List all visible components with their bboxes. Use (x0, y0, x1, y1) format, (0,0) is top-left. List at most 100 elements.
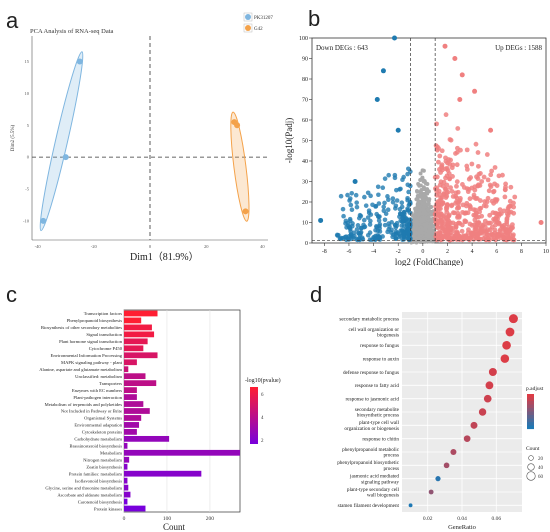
down-point (404, 222, 410, 228)
y-tick-label: 90 (302, 57, 308, 63)
category-label: Unclassified: metabolism (75, 374, 122, 379)
up-point (450, 210, 456, 216)
up-point (447, 161, 453, 167)
chart-a: PCA Analysis of RNA-seq Data -40 -20 0 20 40 -… (11, 12, 273, 263)
category-label: Brassinosteroid biosynthesis (70, 444, 123, 449)
up-point (538, 220, 544, 225)
category-label: Carotenoid biosynthesis (78, 499, 122, 504)
data-point (76, 58, 83, 65)
bar (124, 324, 152, 331)
down-point (397, 206, 403, 212)
up-point (485, 177, 491, 183)
up-point (469, 223, 475, 228)
down-point (407, 210, 413, 216)
chart-d: secondary metabolic process cell wall org… (337, 312, 544, 531)
legend-size-label: 40 (538, 466, 544, 471)
up-point (487, 212, 493, 218)
x-tick-label: 10 (543, 249, 549, 255)
up-point (496, 233, 502, 238)
ns-point (423, 198, 428, 203)
x-tick-label: 8 (520, 249, 523, 255)
ns-point (419, 207, 424, 212)
category-label: Glycine, serine and threonine metabolism (45, 485, 122, 491)
color-scale-segment (527, 415, 534, 419)
down-point (375, 214, 381, 219)
up-point (439, 148, 445, 154)
term-label: response to chitin (362, 436, 399, 442)
bar (124, 449, 240, 456)
ns-point (429, 236, 434, 241)
category-label: Environmental adaptation (74, 423, 122, 428)
up-point (463, 219, 469, 225)
legend-tick-label: 6 (261, 393, 264, 398)
term-dot (435, 476, 441, 482)
up-point (444, 202, 450, 207)
up-point (441, 179, 447, 185)
up-point (445, 213, 451, 219)
up-point (486, 220, 492, 226)
ns-point (421, 178, 426, 183)
up-point (454, 162, 460, 168)
y-tick-label: 70 (302, 98, 308, 104)
bar (124, 401, 144, 407)
term-label: phenylpropanoid metabolic (342, 447, 400, 453)
up-point (459, 72, 465, 78)
panel-a: a PCA Analysis of RNA-seq Data -40 -20 0 20 4… (0, 0, 280, 266)
down-point (390, 199, 396, 205)
category-label: Environmental Information Processing (51, 353, 123, 358)
panel-label-a: a (6, 8, 19, 33)
term-label: response to jasmonic acid (346, 396, 400, 402)
legend-marker (245, 14, 251, 20)
down-point (390, 196, 396, 201)
legend-size-title: Count (526, 446, 540, 452)
down-point (388, 230, 394, 235)
y-tick-label: 80 (302, 77, 308, 83)
category-label: Carbohydrate metabolism (74, 437, 122, 442)
down-count-label: Down DEGs : 643 (316, 44, 368, 52)
up-point (509, 225, 514, 231)
x-tick-label: -40 (35, 244, 42, 249)
down-point (354, 227, 360, 232)
up-point (438, 237, 444, 243)
term-label: secondary metabolic process (339, 316, 399, 322)
up-point (476, 231, 481, 237)
down-point (386, 221, 391, 226)
data-point (242, 208, 249, 215)
y-tick-label: 10 (25, 91, 30, 96)
up-point (448, 185, 453, 191)
color-scale-segment (527, 408, 534, 412)
term-dot (450, 448, 457, 456)
down-point (365, 215, 371, 220)
down-point (407, 230, 413, 236)
ns-point (416, 193, 421, 198)
up-point (454, 179, 460, 185)
up-point (460, 202, 466, 208)
x-tick-label: 2 (446, 249, 449, 255)
legend-tick-label: 2 (261, 439, 264, 444)
up-point (449, 189, 455, 194)
term-dot (505, 327, 515, 337)
up-point (466, 176, 472, 182)
y-tick-label: -5 (25, 187, 29, 192)
up-point (475, 236, 480, 242)
up-point (437, 191, 442, 197)
ns-point (428, 211, 433, 216)
up-point (455, 126, 461, 131)
ns-point (427, 234, 432, 239)
category-label: Biosynthesis of other secondary metaboli… (41, 325, 122, 330)
bar (124, 366, 129, 373)
ns-point (422, 186, 427, 191)
term-label: response to fungus (360, 342, 399, 349)
category-label: Signal transduction (86, 332, 122, 337)
down-point (355, 223, 361, 228)
up-point (478, 170, 483, 176)
color-scale-bar (250, 387, 258, 444)
down-point (385, 229, 390, 235)
panel-c: c Transcription factors Phenylpropanoid b… (0, 272, 290, 532)
y-tick-label: 40 (302, 159, 308, 165)
x-tick-label: 0.04 (457, 516, 467, 522)
up-point (511, 200, 516, 206)
term-label: plant-type cell wall (359, 420, 400, 426)
up-point (464, 163, 470, 169)
x-tick-label: 0 (123, 516, 126, 522)
